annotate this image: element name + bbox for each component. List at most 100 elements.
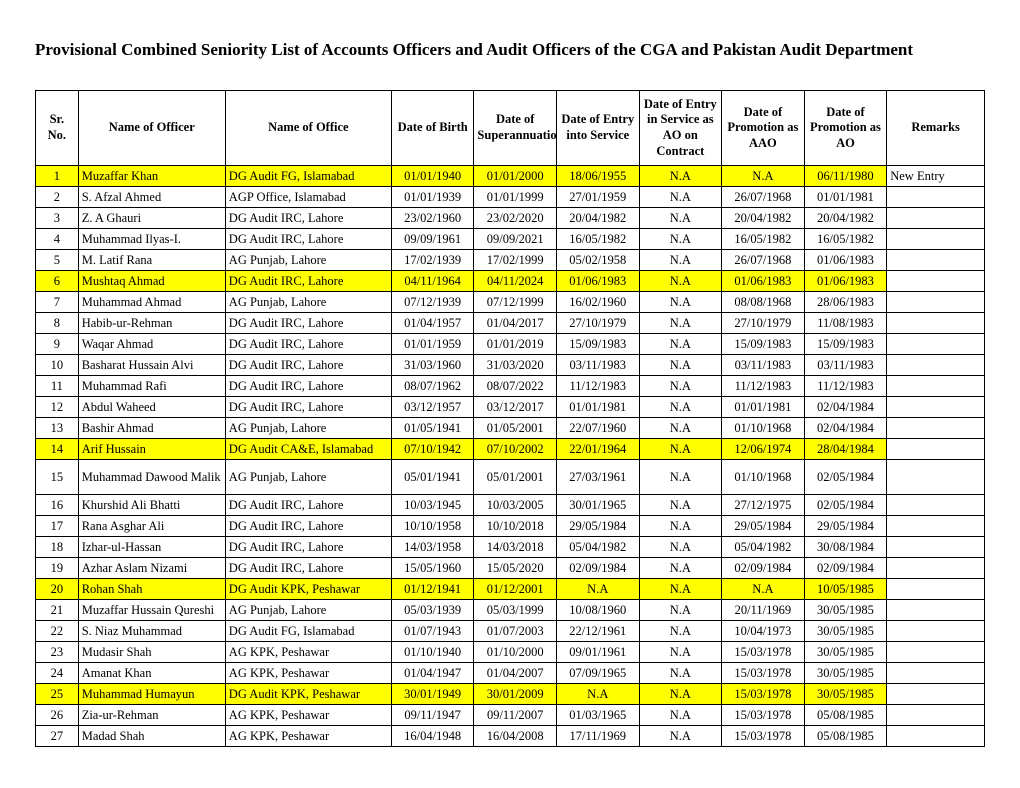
cell-entry: 15/09/1983 (556, 334, 639, 355)
cell-super: 17/02/1999 (474, 250, 557, 271)
cell-sr: 8 (36, 313, 79, 334)
cell-contract: N.A (639, 229, 722, 250)
cell-office: DG Audit IRC, Lahore (225, 397, 391, 418)
cell-dob: 14/03/1958 (391, 537, 474, 558)
cell-super: 01/04/2007 (474, 663, 557, 684)
cell-aao: 15/03/1978 (722, 684, 805, 705)
cell-office: DG Audit CA&E, Islamabad (225, 439, 391, 460)
cell-sr: 26 (36, 705, 79, 726)
cell-sr: 3 (36, 208, 79, 229)
table-row: 9Waqar AhmadDG Audit IRC, Lahore01/01/19… (36, 334, 985, 355)
cell-name: Habib-ur-Rehman (78, 313, 225, 334)
cell-super: 16/04/2008 (474, 726, 557, 747)
cell-entry: 03/11/1983 (556, 355, 639, 376)
cell-entry: 22/07/1960 (556, 418, 639, 439)
cell-ao: 05/08/1985 (804, 726, 887, 747)
cell-contract: N.A (639, 271, 722, 292)
cell-name: Z. A Ghauri (78, 208, 225, 229)
cell-dob: 01/04/1947 (391, 663, 474, 684)
cell-remarks (887, 642, 985, 663)
cell-entry: 05/04/1982 (556, 537, 639, 558)
cell-entry: 18/06/1955 (556, 166, 639, 187)
cell-aao: N.A (722, 166, 805, 187)
cell-aao: 01/06/1983 (722, 271, 805, 292)
cell-dob: 09/09/1961 (391, 229, 474, 250)
cell-sr: 21 (36, 600, 79, 621)
cell-dob: 01/01/1939 (391, 187, 474, 208)
cell-ao: 11/08/1983 (804, 313, 887, 334)
cell-entry: 10/08/1960 (556, 600, 639, 621)
cell-aao: 26/07/1968 (722, 250, 805, 271)
cell-name: Rana Asghar Ali (78, 516, 225, 537)
cell-dob: 01/05/1941 (391, 418, 474, 439)
cell-aao: 15/03/1978 (722, 726, 805, 747)
cell-dob: 04/11/1964 (391, 271, 474, 292)
cell-aao: 02/09/1984 (722, 558, 805, 579)
cell-remarks (887, 558, 985, 579)
cell-aao: 29/05/1984 (722, 516, 805, 537)
cell-entry: 22/01/1964 (556, 439, 639, 460)
cell-sr: 25 (36, 684, 79, 705)
cell-sr: 13 (36, 418, 79, 439)
cell-name: Muhammad Rafi (78, 376, 225, 397)
cell-dob: 10/10/1958 (391, 516, 474, 537)
cell-name: Muhammad Ahmad (78, 292, 225, 313)
cell-remarks (887, 705, 985, 726)
table-row: 3Z. A GhauriDG Audit IRC, Lahore23/02/19… (36, 208, 985, 229)
cell-remarks (887, 726, 985, 747)
seniority-table: Sr. No. Name of Officer Name of Office D… (35, 90, 985, 747)
cell-sr: 9 (36, 334, 79, 355)
cell-aao: 15/03/1978 (722, 642, 805, 663)
cell-dob: 01/01/1940 (391, 166, 474, 187)
cell-sr: 17 (36, 516, 79, 537)
cell-aao: 16/05/1982 (722, 229, 805, 250)
cell-super: 14/03/2018 (474, 537, 557, 558)
cell-entry: 11/12/1983 (556, 376, 639, 397)
cell-name: Azhar Aslam Nizami (78, 558, 225, 579)
cell-ao: 30/05/1985 (804, 663, 887, 684)
cell-remarks (887, 187, 985, 208)
cell-remarks (887, 292, 985, 313)
cell-aao: 15/03/1978 (722, 663, 805, 684)
cell-contract: N.A (639, 621, 722, 642)
cell-name: Muhammad Ilyas-I. (78, 229, 225, 250)
cell-super: 30/01/2009 (474, 684, 557, 705)
cell-entry: 27/01/1959 (556, 187, 639, 208)
cell-office: AG KPK, Peshawar (225, 663, 391, 684)
cell-remarks (887, 313, 985, 334)
cell-contract: N.A (639, 208, 722, 229)
cell-super: 05/01/2001 (474, 460, 557, 495)
cell-name: Khurshid Ali Bhatti (78, 495, 225, 516)
cell-contract: N.A (639, 187, 722, 208)
cell-entry: 09/01/1961 (556, 642, 639, 663)
table-row: 26Zia-ur-RehmanAG KPK, Peshawar09/11/194… (36, 705, 985, 726)
cell-remarks (887, 460, 985, 495)
cell-sr: 2 (36, 187, 79, 208)
table-row: 2S. Afzal AhmedAGP Office, Islamabad01/0… (36, 187, 985, 208)
cell-remarks (887, 229, 985, 250)
cell-name: Basharat Hussain Alvi (78, 355, 225, 376)
table-row: 14Arif HussainDG Audit CA&E, Islamabad07… (36, 439, 985, 460)
table-row: 25Muhammad HumayunDG Audit KPK, Peshawar… (36, 684, 985, 705)
table-header-row: Sr. No. Name of Officer Name of Office D… (36, 91, 985, 166)
table-row: 12Abdul WaheedDG Audit IRC, Lahore03/12/… (36, 397, 985, 418)
cell-ao: 30/05/1985 (804, 621, 887, 642)
cell-ao: 11/12/1983 (804, 376, 887, 397)
cell-sr: 15 (36, 460, 79, 495)
cell-remarks (887, 516, 985, 537)
cell-ao: 28/06/1983 (804, 292, 887, 313)
cell-ao: 30/05/1985 (804, 684, 887, 705)
cell-name: S. Niaz Muhammad (78, 621, 225, 642)
cell-contract: N.A (639, 334, 722, 355)
cell-remarks (887, 495, 985, 516)
col-promo-aao: Date of Promotion as AAO (722, 91, 805, 166)
cell-super: 01/07/2003 (474, 621, 557, 642)
cell-ao: 02/05/1984 (804, 495, 887, 516)
cell-sr: 4 (36, 229, 79, 250)
cell-office: AG Punjab, Lahore (225, 250, 391, 271)
cell-name: Muzaffar Hussain Qureshi (78, 600, 225, 621)
cell-super: 03/12/2017 (474, 397, 557, 418)
cell-remarks (887, 537, 985, 558)
cell-sr: 7 (36, 292, 79, 313)
cell-name: Mudasir Shah (78, 642, 225, 663)
